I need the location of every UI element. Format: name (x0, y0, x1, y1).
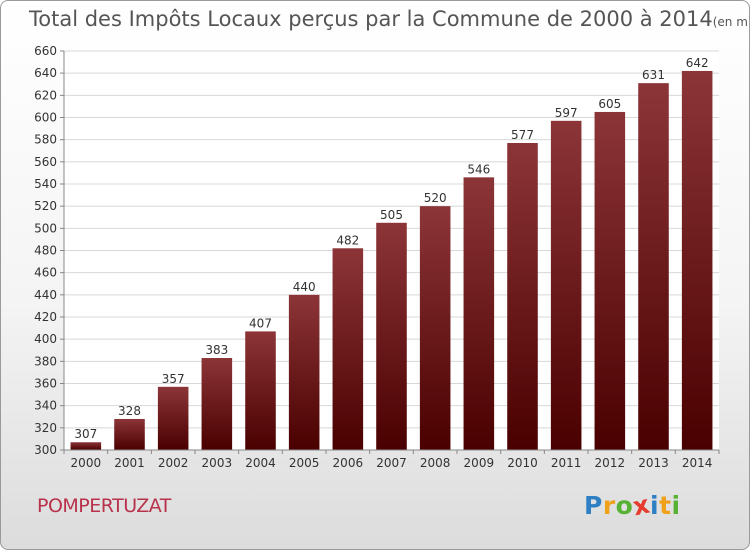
x-tick-label-2013: 2013 (638, 456, 669, 470)
y-tick-label: 440 (34, 288, 57, 302)
x-tick-label-2008: 2008 (420, 456, 451, 470)
value-label-2006: 482 (336, 233, 359, 247)
bar-2014 (681, 70, 713, 450)
x-axis-ticks: 2000 2001 2002 2003 2004 2005 2006 2007 2008 2009… (63, 450, 720, 470)
x-tick-label-2009: 2009 (464, 456, 495, 470)
bar-2001 (114, 418, 145, 450)
x-tick-label-2001: 2001 (114, 456, 145, 470)
value-label-2004: 407 (249, 316, 272, 330)
value-label-2010: 577 (511, 128, 534, 142)
x-tick-label-2010: 2010 (507, 456, 538, 470)
commune-name: POMPERTUZAT (37, 495, 171, 517)
bar-2007 (376, 222, 407, 450)
bar-2013 (638, 83, 669, 451)
bar-2002 (157, 386, 189, 450)
y-tick-label: 500 (34, 221, 57, 235)
value-label-2008: 520 (424, 191, 447, 205)
chart-title-unit: (en milliers d'€) (712, 15, 750, 29)
bar-2011 (550, 120, 582, 450)
proxiti-logo: Proxiti (584, 490, 681, 522)
y-tick-label: 340 (34, 399, 57, 413)
x-tick-label-2003: 2003 (202, 456, 233, 470)
value-label-2001: 328 (118, 404, 141, 418)
y-tick-label: 360 (34, 377, 57, 391)
value-label-2013: 631 (642, 68, 665, 82)
value-label-2002: 357 (162, 372, 185, 386)
y-axis-ticks: 300 320 340 360 380 400 420 440 460 480 500 520 540 5… (34, 44, 64, 457)
bar-2006 (332, 248, 364, 450)
x-tick-label-2007: 2007 (376, 456, 407, 470)
logo-letter: i (650, 491, 660, 520)
bar-2000 (70, 442, 102, 450)
x-tick-label-2004: 2004 (245, 456, 276, 470)
y-tick-label: 480 (34, 244, 57, 258)
chart-title: Total des Impôts Locaux perçus par la Co… (29, 7, 750, 31)
y-tick-label: 300 (34, 443, 57, 457)
y-tick-label: 540 (34, 177, 57, 191)
bar-2003 (201, 358, 233, 450)
bar-2010 (507, 142, 538, 450)
logo-letter: r (602, 491, 616, 520)
value-label-2005: 440 (293, 280, 316, 294)
y-tick-label: 460 (34, 266, 57, 280)
x-tick-label-2000: 2000 (71, 456, 102, 470)
y-tick-label: 660 (34, 44, 57, 58)
value-labels: 307 328 357 383 407 440 482 505 520 546 577 597 605 6… (74, 56, 708, 441)
value-label-2009: 546 (467, 162, 490, 176)
y-tick-label: 580 (34, 133, 57, 147)
value-label-2003: 383 (205, 343, 228, 357)
x-tick-label-2011: 2011 (551, 456, 582, 470)
value-label-2014: 642 (686, 56, 709, 70)
logo-letter: i (671, 491, 681, 520)
y-tick-label: 420 (34, 310, 57, 324)
bar-2005 (288, 294, 320, 450)
value-label-2011: 597 (555, 106, 578, 120)
logo-letter: t (659, 491, 672, 520)
y-tick-label: 320 (34, 421, 57, 435)
bar-2004 (245, 331, 276, 450)
y-tick-label: 640 (34, 66, 57, 80)
chart-title-text: Total des Impôts Locaux perçus par la Co… (29, 7, 713, 31)
bar-2012 (594, 111, 626, 450)
x-tick-label-2002: 2002 (158, 456, 189, 470)
y-tick-label: 400 (34, 332, 57, 346)
logo-letter: P (584, 491, 603, 520)
value-label-2007: 505 (380, 208, 403, 222)
bars (70, 70, 713, 451)
y-tick-label: 560 (34, 155, 57, 169)
y-tick-label: 600 (34, 111, 57, 125)
bar-2009 (463, 177, 495, 450)
bar-2008 (419, 206, 451, 450)
logo-letter: o (615, 491, 634, 520)
value-label-2012: 605 (598, 97, 621, 111)
value-label-2000: 307 (74, 427, 97, 441)
y-tick-label: 520 (34, 199, 57, 213)
x-tick-label-2012: 2012 (595, 456, 626, 470)
x-tick-label-2014: 2014 (682, 456, 713, 470)
y-tick-label: 620 (34, 88, 57, 102)
x-tick-label-2006: 2006 (333, 456, 364, 470)
y-tick-label: 380 (34, 354, 57, 368)
x-tick-label-2005: 2005 (289, 456, 320, 470)
